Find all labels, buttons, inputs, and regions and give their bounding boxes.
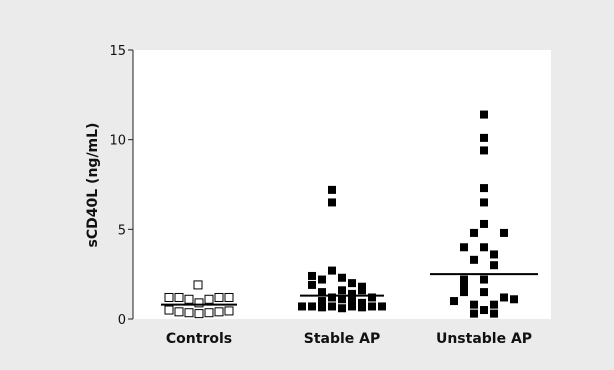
x-category-label: Unstable AP <box>436 331 532 347</box>
data-point <box>214 307 224 317</box>
data-point <box>338 273 346 282</box>
data-point <box>338 295 346 304</box>
data-point <box>308 271 316 280</box>
data-point <box>490 300 498 309</box>
data-point <box>308 302 316 311</box>
data-point <box>368 293 376 302</box>
data-point <box>184 294 194 304</box>
data-point <box>328 266 336 275</box>
y-tick-label: 5 <box>118 223 126 238</box>
data-point <box>378 302 386 311</box>
data-point <box>338 304 346 313</box>
data-point <box>480 146 488 155</box>
data-point <box>204 294 214 304</box>
data-point <box>480 243 488 252</box>
data-point <box>460 275 468 284</box>
y-axis-title: sCD40L (ng/mL) <box>85 123 101 248</box>
data-point <box>224 292 234 302</box>
data-point <box>194 298 204 308</box>
x-category-label: Controls <box>166 331 232 347</box>
data-point <box>338 286 346 295</box>
y-tick-label: 10 <box>109 134 126 149</box>
data-point <box>480 110 488 119</box>
y-axis-ticks: 0 5 10 15 <box>109 44 133 328</box>
data-point <box>348 279 356 288</box>
x-category-label: Stable AP <box>304 331 381 347</box>
data-point <box>308 280 316 289</box>
data-point <box>174 292 184 302</box>
median-lines <box>161 273 538 306</box>
data-point <box>318 297 326 306</box>
data-point <box>193 280 203 290</box>
data-point <box>348 289 356 298</box>
data-point <box>480 275 488 284</box>
data-point <box>348 302 356 311</box>
data-point <box>480 288 488 297</box>
data-point <box>204 308 214 318</box>
data-point <box>510 295 518 304</box>
y-tick-label: 15 <box>109 44 126 59</box>
y-tick-label: 0 <box>118 313 126 328</box>
data-point <box>358 303 366 312</box>
data-point <box>450 297 458 306</box>
data-point <box>214 292 224 302</box>
data-point <box>224 306 234 316</box>
data-point <box>490 261 498 270</box>
data-point <box>328 302 336 311</box>
data-point <box>460 288 468 297</box>
data-point <box>164 292 174 302</box>
data-point <box>328 293 336 302</box>
data-point <box>490 309 498 318</box>
data-point <box>328 198 336 207</box>
data-point <box>470 228 478 237</box>
data-point <box>490 250 498 259</box>
data-point <box>358 286 366 295</box>
data-point <box>164 305 174 315</box>
data-point <box>298 302 306 311</box>
data-point <box>460 243 468 252</box>
data-point <box>480 184 488 193</box>
data-point <box>460 282 468 291</box>
data-point <box>358 298 366 307</box>
data-point <box>470 300 478 309</box>
data-marks <box>164 110 518 319</box>
data-point <box>348 297 356 306</box>
data-point <box>174 307 184 317</box>
data-point <box>368 302 376 311</box>
data-point <box>470 309 478 318</box>
x-category-labels: Controls Stable AP Unstable AP <box>166 331 532 347</box>
data-point <box>470 255 478 264</box>
data-point <box>184 308 194 318</box>
data-point <box>500 293 508 302</box>
data-point <box>318 288 326 297</box>
data-point <box>480 133 488 142</box>
data-point <box>480 306 488 315</box>
data-point <box>328 185 336 194</box>
data-point <box>480 198 488 207</box>
data-point <box>480 219 488 228</box>
data-point <box>318 303 326 312</box>
data-point <box>194 309 204 319</box>
data-point <box>318 275 326 284</box>
data-point <box>500 228 508 237</box>
